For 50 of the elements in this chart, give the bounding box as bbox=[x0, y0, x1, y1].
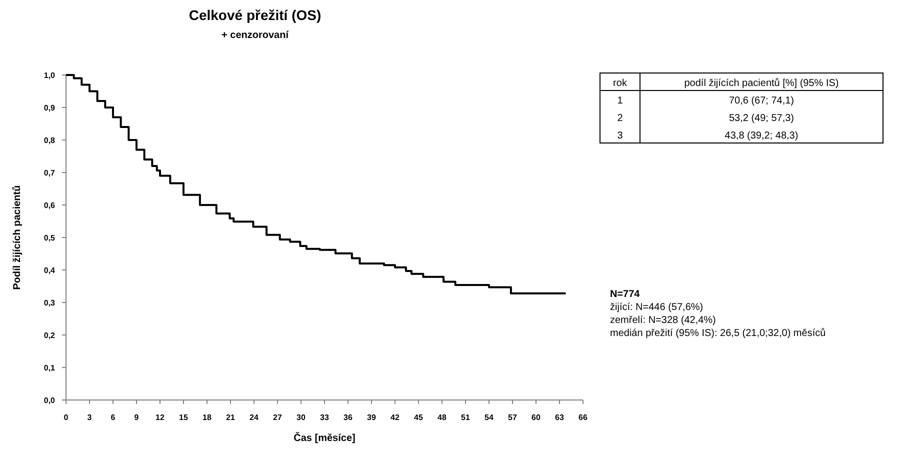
text: medián přežití (95% IS): 26,5 (21,0;32,0) měsíců bbox=[610, 327, 826, 339]
x-tick-label: 51 bbox=[461, 413, 470, 422]
y-axis-title: Podíl žijících pacientů bbox=[11, 185, 23, 290]
y-tick-label: 1,0 bbox=[44, 71, 56, 80]
x-tick-label: 30 bbox=[296, 413, 306, 422]
x-tick-label: 24 bbox=[250, 413, 259, 422]
text: 70,6 (67; 74,1) bbox=[728, 96, 794, 106]
text: podíl žijících pacientů [%] (95% IS) bbox=[684, 77, 839, 89]
y-tick-label: 0,0 bbox=[44, 396, 56, 405]
y-tick-label: 0,2 bbox=[44, 331, 56, 340]
x-tick-label: 15 bbox=[179, 413, 188, 422]
y-tick-label: 0,5 bbox=[44, 234, 56, 242]
chart-subtitle: + cenzorovaní bbox=[222, 30, 290, 41]
x-tick-label: 54 bbox=[484, 413, 494, 422]
text: N=774 bbox=[610, 289, 640, 300]
y-tick-label: 0,8 bbox=[44, 136, 56, 145]
x-tick-label: 39 bbox=[367, 413, 376, 422]
y-tick-label: 0,7 bbox=[44, 168, 56, 178]
chart-title: Celkové přežití (OS) bbox=[188, 7, 322, 23]
x-tick-label: 9 bbox=[134, 413, 140, 422]
x-tick-label: 0 bbox=[64, 413, 69, 422]
y-tick-label: 0,4 bbox=[44, 266, 56, 275]
text: žijící: N=446 (57,6%) bbox=[610, 302, 704, 313]
x-tick-label: 42 bbox=[390, 413, 400, 422]
x-tick-label: 18 bbox=[202, 413, 212, 422]
y-tick-label: 0,9 bbox=[44, 104, 56, 112]
x-tick-label: 60 bbox=[532, 413, 541, 422]
x-tick-label: 3 bbox=[87, 413, 92, 422]
x-tick-label: 21 bbox=[226, 413, 236, 422]
y-tick-label: 0,3 bbox=[44, 298, 56, 308]
x-axis-title: Čas [měsíce] bbox=[294, 432, 356, 444]
text: 43,8 (39,2; 48,3) bbox=[724, 130, 798, 142]
x-tick-label: 36 bbox=[344, 413, 353, 422]
y-tick-label: 0,1 bbox=[44, 364, 56, 372]
text: rok bbox=[613, 78, 628, 89]
text: 1 bbox=[617, 96, 624, 106]
text: 2 bbox=[617, 113, 624, 124]
x-tick-label: 27 bbox=[273, 413, 282, 422]
text: 3 bbox=[617, 130, 624, 142]
text: zemřelí: N=328 (42,4%) bbox=[610, 315, 716, 326]
x-tick-label: 33 bbox=[320, 413, 330, 422]
x-tick-label: 57 bbox=[508, 413, 518, 422]
x-tick-label: 12 bbox=[156, 413, 165, 422]
x-tick-label: 6 bbox=[110, 413, 116, 422]
x-tick-label: 66 bbox=[578, 413, 588, 422]
x-tick-label: 63 bbox=[555, 413, 564, 422]
text: 53,2 (49; 57,3) bbox=[728, 113, 794, 124]
y-tick-label: 0,6 bbox=[44, 201, 56, 210]
x-tick-label: 48 bbox=[438, 413, 447, 422]
x-tick-label: 45 bbox=[414, 413, 424, 422]
